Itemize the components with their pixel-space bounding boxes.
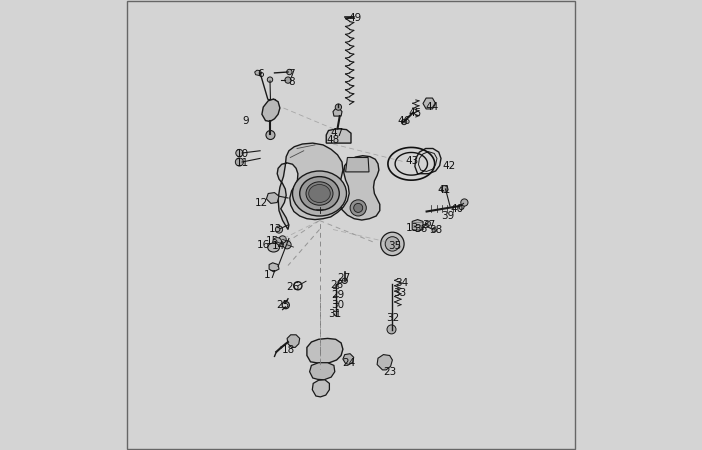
Polygon shape (343, 354, 354, 364)
Text: 34: 34 (395, 278, 408, 288)
Text: 11: 11 (235, 158, 249, 168)
Text: 8: 8 (289, 77, 295, 87)
Ellipse shape (309, 184, 331, 202)
Circle shape (336, 104, 342, 110)
Ellipse shape (300, 176, 339, 211)
Circle shape (272, 238, 282, 247)
Text: 33: 33 (393, 288, 406, 298)
Text: 24: 24 (342, 358, 355, 368)
Text: 18: 18 (282, 345, 296, 355)
Text: 14: 14 (272, 241, 285, 251)
Text: 35: 35 (388, 241, 402, 251)
Text: 13: 13 (269, 225, 282, 234)
Circle shape (235, 158, 244, 166)
Circle shape (279, 236, 286, 243)
Text: 12: 12 (254, 198, 267, 208)
Circle shape (461, 199, 468, 206)
Text: 37: 37 (422, 220, 435, 230)
Text: 23: 23 (383, 367, 397, 377)
Text: 16: 16 (257, 240, 270, 250)
Text: 39: 39 (442, 211, 455, 221)
Text: 26: 26 (286, 282, 299, 292)
Text: 43: 43 (406, 156, 419, 166)
Ellipse shape (267, 243, 279, 252)
Polygon shape (412, 220, 423, 231)
Text: 46: 46 (397, 117, 411, 126)
Ellipse shape (306, 182, 333, 205)
Polygon shape (441, 185, 448, 193)
Circle shape (385, 237, 399, 251)
Polygon shape (262, 99, 280, 122)
Text: 36: 36 (415, 225, 428, 234)
Polygon shape (345, 158, 369, 172)
Circle shape (286, 69, 292, 75)
Text: 15: 15 (265, 236, 279, 246)
Polygon shape (255, 70, 261, 76)
Polygon shape (266, 193, 279, 203)
Text: 47: 47 (330, 128, 343, 138)
Circle shape (402, 119, 406, 125)
Circle shape (380, 232, 404, 256)
Text: 10: 10 (236, 149, 249, 159)
Polygon shape (377, 355, 392, 370)
Polygon shape (287, 335, 300, 347)
Text: 27: 27 (338, 273, 351, 283)
Text: 30: 30 (331, 300, 344, 310)
Text: 25: 25 (276, 300, 289, 310)
Circle shape (425, 221, 430, 226)
Text: 40: 40 (451, 204, 464, 214)
Text: 13: 13 (406, 223, 419, 233)
Text: 45: 45 (409, 108, 422, 118)
Text: 29: 29 (331, 290, 344, 300)
Circle shape (354, 203, 363, 212)
Text: 28: 28 (330, 280, 343, 290)
Circle shape (236, 149, 243, 157)
Circle shape (275, 226, 283, 233)
Text: 42: 42 (442, 161, 456, 171)
Text: 49: 49 (348, 13, 362, 23)
Circle shape (342, 278, 347, 284)
Polygon shape (307, 338, 343, 364)
Polygon shape (312, 380, 329, 397)
Polygon shape (310, 363, 335, 380)
Text: 41: 41 (437, 185, 450, 195)
Circle shape (267, 77, 272, 82)
Polygon shape (269, 263, 279, 272)
Text: 48: 48 (326, 135, 340, 145)
Text: 7: 7 (289, 69, 295, 79)
Text: 31: 31 (328, 309, 341, 319)
Circle shape (285, 77, 291, 83)
Text: 6: 6 (258, 69, 265, 79)
Polygon shape (459, 204, 465, 210)
Polygon shape (423, 98, 436, 109)
Circle shape (387, 325, 396, 334)
Text: 38: 38 (429, 225, 442, 235)
Circle shape (350, 200, 366, 216)
Polygon shape (333, 109, 342, 116)
Ellipse shape (293, 171, 347, 216)
Polygon shape (277, 143, 380, 230)
Circle shape (266, 130, 275, 140)
Circle shape (432, 228, 437, 232)
Text: 17: 17 (263, 270, 277, 279)
Text: 9: 9 (242, 117, 249, 126)
Text: 32: 32 (386, 313, 399, 323)
Circle shape (283, 241, 291, 249)
Polygon shape (326, 129, 351, 143)
Text: 44: 44 (425, 102, 439, 112)
